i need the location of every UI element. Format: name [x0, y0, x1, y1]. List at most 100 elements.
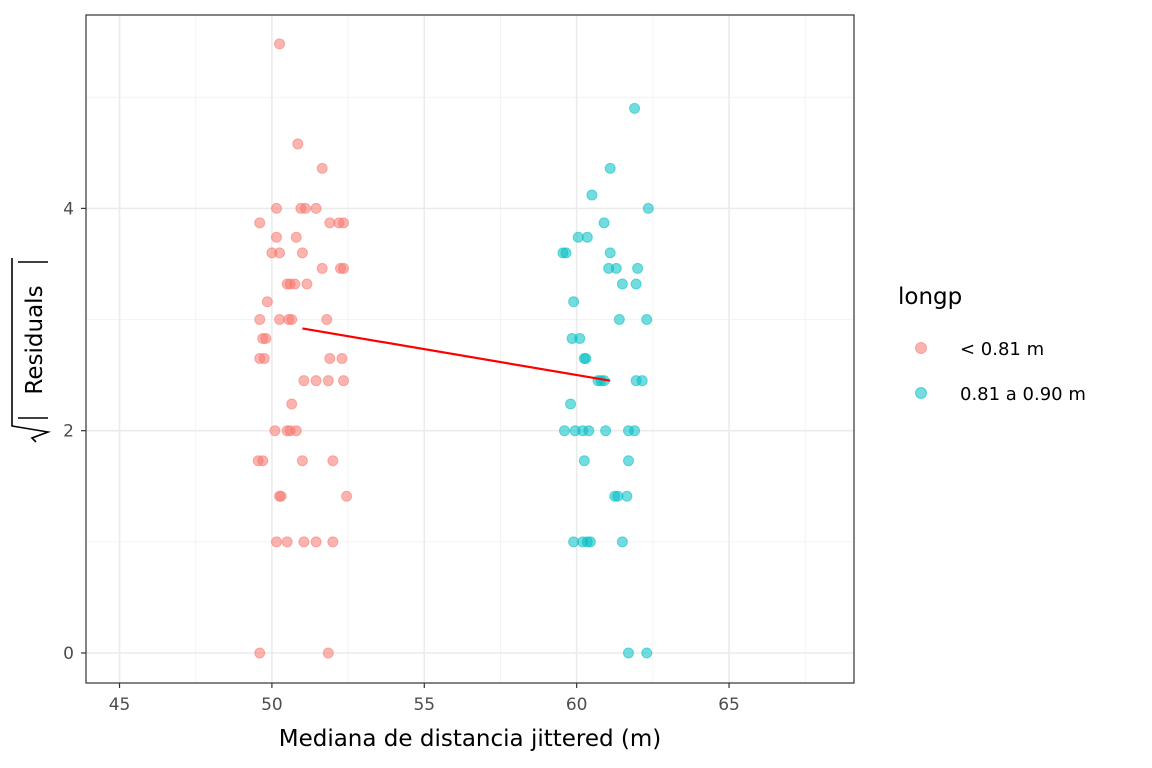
point-081-090 [584, 536, 596, 548]
point-081-090 [632, 262, 644, 274]
point-under-081 [336, 352, 348, 364]
point-under-081 [289, 278, 301, 290]
point-under-081 [261, 296, 273, 308]
point-under-081 [274, 38, 286, 50]
point-081-090 [616, 278, 628, 290]
point-under-081 [269, 425, 281, 437]
point-under-081 [257, 455, 269, 467]
y-tick-label: 0 [63, 644, 74, 664]
x-tick-label: 45 [109, 695, 131, 715]
plot-panel-background [86, 15, 854, 683]
trend-layer [302, 327, 611, 382]
point-081-090 [581, 231, 593, 243]
point-under-081 [290, 231, 302, 243]
point-under-081 [299, 202, 311, 214]
point-under-081 [281, 536, 293, 548]
legend-key-under-081 [915, 342, 927, 354]
grid-major [86, 15, 854, 683]
point-under-081 [296, 247, 308, 259]
point-under-081 [322, 375, 334, 387]
point-081-090 [583, 425, 595, 437]
point-under-081 [310, 375, 322, 387]
point-081-090 [613, 314, 625, 326]
point-081-090 [629, 102, 641, 114]
point-081-090 [600, 425, 612, 437]
point-081-090 [616, 536, 628, 548]
point-081-090 [622, 455, 634, 467]
y-axis-title-group: Residuals [11, 258, 52, 443]
points-layer [252, 38, 654, 659]
point-081-090 [642, 202, 654, 214]
point-under-081 [322, 647, 334, 659]
point-081-090 [568, 536, 580, 548]
point-081-090 [568, 296, 580, 308]
x-axis-title: Mediana de distancia jittered (m) [279, 726, 662, 752]
point-081-090 [641, 314, 653, 326]
legend: longp < 0.81 m 0.81 a 0.90 m [898, 284, 1086, 405]
point-under-081 [270, 231, 282, 243]
legend-label-081-090: 0.81 a 0.90 m [960, 384, 1086, 405]
point-081-090 [621, 490, 633, 502]
point-under-081 [274, 247, 286, 259]
point-under-081 [310, 202, 322, 214]
point-under-081 [274, 314, 286, 326]
x-tick-label: 55 [413, 695, 435, 715]
point-081-090 [580, 352, 592, 364]
point-under-081 [338, 217, 350, 229]
point-081-090 [641, 647, 653, 659]
point-under-081 [286, 314, 298, 326]
point-under-081 [341, 490, 353, 502]
point-under-081 [338, 375, 350, 387]
legend-key-081-090 [915, 387, 927, 399]
point-081-090 [604, 162, 616, 174]
point-under-081 [310, 536, 322, 548]
point-081-090 [630, 278, 642, 290]
x-tick-label: 65 [718, 695, 740, 715]
x-tick-label: 50 [261, 695, 283, 715]
point-081-090 [560, 247, 572, 259]
plot-panel-border [85, 14, 855, 684]
x-axis-ticks: 45 50 55 60 65 [109, 683, 740, 715]
point-under-081 [324, 217, 336, 229]
point-081-090 [565, 398, 577, 410]
point-081-090 [574, 332, 586, 344]
y-axis-ticks: 0 2 4 [63, 199, 86, 664]
point-081-090 [572, 231, 584, 243]
point-under-081 [260, 332, 272, 344]
point-081-090 [578, 455, 590, 467]
point-under-081 [316, 262, 328, 274]
point-under-081 [338, 262, 350, 274]
point-081-090 [612, 490, 624, 502]
point-081-090 [629, 425, 641, 437]
point-under-081 [298, 536, 310, 548]
point-under-081 [275, 490, 287, 502]
point-under-081 [298, 375, 310, 387]
point-under-081 [316, 162, 328, 174]
point-under-081 [286, 398, 298, 410]
x-tick-label: 60 [566, 695, 588, 715]
y-axis-title: Residuals [22, 285, 48, 394]
point-under-081 [254, 647, 266, 659]
point-081-090 [604, 247, 616, 259]
point-under-081 [296, 455, 308, 467]
point-under-081 [254, 314, 266, 326]
y-tick-label: 4 [63, 199, 74, 219]
point-under-081 [324, 352, 336, 364]
sqrt-symbol [11, 258, 52, 443]
point-under-081 [327, 455, 339, 467]
point-under-081 [270, 536, 282, 548]
point-under-081 [258, 352, 270, 364]
point-081-090 [622, 647, 634, 659]
point-081-090 [586, 189, 598, 201]
point-under-081 [270, 202, 282, 214]
trend-line [302, 327, 611, 382]
point-under-081 [327, 536, 339, 548]
sqrt-radical-path [11, 424, 52, 443]
point-081-090 [610, 262, 622, 274]
point-081-090 [558, 425, 570, 437]
point-under-081 [292, 138, 304, 150]
point-under-081 [290, 425, 302, 437]
point-081-090 [598, 217, 610, 229]
legend-label-under-081: < 0.81 m [960, 339, 1044, 360]
